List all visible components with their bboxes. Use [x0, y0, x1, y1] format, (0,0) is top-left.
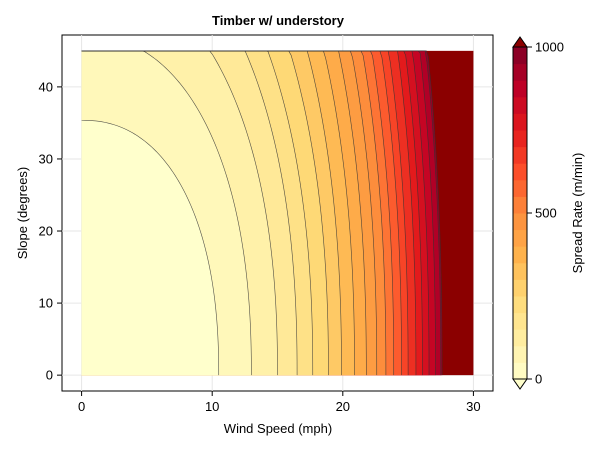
colorbar-step — [513, 345, 527, 363]
contour-lines — [81, 50, 443, 376]
chart-title: Timber w/ understory — [212, 13, 345, 28]
y-axis-label: Slope (degrees) — [15, 167, 30, 260]
colorbar-tick-label: 0 — [535, 372, 542, 387]
x-tick-label: 10 — [205, 399, 219, 414]
y-tick-label: 40 — [39, 79, 53, 94]
colorbar-step — [513, 146, 527, 164]
colorbar-step — [513, 196, 527, 214]
y-tick-label: 30 — [39, 151, 53, 166]
colorbar-step — [513, 80, 527, 98]
colorbar-step — [513, 47, 527, 65]
colorbar-extend-max — [512, 36, 528, 48]
x-tick-label: 0 — [78, 399, 85, 414]
colorbar-step — [513, 96, 527, 114]
y-tick-label: 0 — [46, 368, 53, 383]
colorbar-step — [513, 213, 527, 231]
colorbar-step — [513, 279, 527, 297]
colorbar-step — [513, 362, 527, 380]
x-tick-label: 30 — [466, 399, 480, 414]
x-tick-label: 20 — [336, 399, 350, 414]
colorbar-tick-label: 500 — [535, 206, 557, 221]
colorbar: 0 500 1000 — [512, 36, 564, 390]
y-tick-label: 20 — [39, 224, 53, 239]
colorbar-step — [513, 246, 527, 264]
colorbar-step — [513, 63, 527, 81]
contour-fill-band — [81, 120, 219, 376]
colorbar-step — [513, 329, 527, 347]
contour-line — [81, 119, 220, 376]
colorbar-step — [513, 113, 527, 131]
colorbar-label: Spread Rate (m/min) — [570, 153, 585, 274]
y-tick-label: 10 — [39, 296, 53, 311]
contour-line — [81, 50, 252, 376]
axes: 0 10 20 30 0 10 20 30 40 — [39, 79, 481, 414]
colorbar-step — [513, 130, 527, 148]
colorbar-extend-min — [512, 378, 528, 390]
colorbar-step — [513, 262, 527, 280]
colorbar-step — [513, 163, 527, 181]
colorbar-step — [513, 296, 527, 314]
x-axis-label: Wind Speed (mph) — [224, 421, 332, 436]
colorbar-tick-label: 1000 — [535, 40, 564, 55]
colorbar-step — [513, 312, 527, 330]
contour-fills — [81, 50, 474, 376]
colorbar-step — [513, 179, 527, 197]
colorbar-step — [513, 229, 527, 247]
